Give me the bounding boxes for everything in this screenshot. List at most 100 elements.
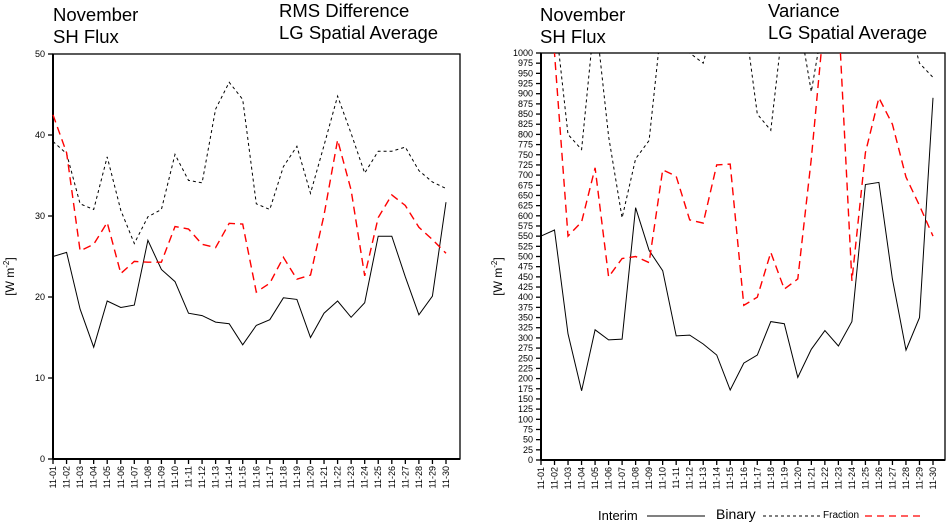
x-tick-label: 11-23 <box>833 467 843 489</box>
left-title-right: RMS Difference LG Spatial Average <box>279 0 438 44</box>
x-tick-label: 11-10 <box>170 466 180 488</box>
x-tick-label: 11-24 <box>360 466 370 488</box>
x-tick-label: 11-08 <box>143 466 153 488</box>
left-subtitle-line-1: RMS Difference <box>279 0 410 21</box>
x-tick-label: 11-24 <box>847 467 857 489</box>
x-tick-label: 11-01 <box>536 467 546 489</box>
x-tick-label: 11-26 <box>874 467 884 489</box>
series-line-binary <box>558 53 934 218</box>
y-tick-label: 0 <box>528 455 533 465</box>
x-tick-label: 11-28 <box>901 467 911 489</box>
x-tick-label: 11-18 <box>766 467 776 489</box>
y-tick-label: 275 <box>518 343 533 353</box>
y-tick-label: 900 <box>518 89 533 99</box>
x-tick-label: 11-19 <box>779 467 789 489</box>
y-tick-label: 250 <box>518 353 533 363</box>
series-group <box>540 53 934 392</box>
x-tick-label: 11-10 <box>658 467 668 489</box>
y-tick-label: 975 <box>518 58 533 68</box>
y-tick-label: 200 <box>518 374 533 384</box>
x-tick-label: 11-06 <box>116 466 126 488</box>
x-tick-label: 11-03 <box>563 467 573 489</box>
x-tick-label: 11-17 <box>265 466 275 488</box>
x-tick-label: 11-04 <box>577 467 587 489</box>
y-tick-label: 875 <box>518 99 533 109</box>
series-line-binary <box>52 81 447 245</box>
x-tick-label: 11-12 <box>685 467 695 489</box>
y-tick-label: 675 <box>518 180 533 190</box>
y-tick-label: 150 <box>518 394 533 404</box>
x-tick-label: 11-20 <box>793 467 803 489</box>
y-tick-label: 20 <box>35 292 45 302</box>
x-tick-label: 11-21 <box>319 466 329 488</box>
x-tick-label: 11-30 <box>928 467 938 489</box>
y-tick-label: 425 <box>518 282 533 292</box>
x-tick-label: 11-25 <box>373 466 383 488</box>
y-tick-label: 75 <box>523 424 533 434</box>
x-tick-label: 11-06 <box>604 467 614 489</box>
x-tick-label: 11-11 <box>184 466 194 488</box>
y-axis-title-main: [W m <box>491 268 505 296</box>
x-tick-label: 11-27 <box>400 466 410 488</box>
x-tick-label: 11-19 <box>292 466 302 488</box>
right-title-left: November SH Flux <box>540 4 625 48</box>
x-tick-label: 11-02 <box>550 467 560 489</box>
right-subtitle-line-2: LG Spatial Average <box>768 22 928 43</box>
x-tick-label: 11-03 <box>75 466 85 488</box>
y-tick-label: 475 <box>518 262 533 272</box>
x-tick-label: 11-25 <box>860 467 870 489</box>
x-tick-label: 11-27 <box>887 467 897 489</box>
y-tick-label: 225 <box>518 363 533 373</box>
x-tick-label: 11-07 <box>617 467 627 489</box>
x-tick-label: 11-05 <box>102 466 112 488</box>
y-tick-label: 1000 <box>513 48 533 58</box>
left-title-left: November SH Flux <box>53 4 138 48</box>
x-tick-label: 11-15 <box>238 466 248 488</box>
y-tick-label: 400 <box>518 292 533 302</box>
legend: Interim <box>598 508 638 523</box>
x-tick-label: 11-15 <box>725 467 735 489</box>
x-tick-label: 11-09 <box>644 467 654 489</box>
y-tick-label: 450 <box>518 272 533 282</box>
y-tick-label: 700 <box>518 170 533 180</box>
x-tick-label: 11-16 <box>251 466 261 488</box>
y-axis-title-exponent: -2 <box>490 260 499 268</box>
y-tick-label: 30 <box>35 211 45 221</box>
y-tick-label: 50 <box>35 49 45 59</box>
series-line-interim <box>540 97 934 392</box>
x-tick-label: 11-05 <box>590 467 600 489</box>
y-tick-label: 50 <box>523 435 533 445</box>
y-tick-label: 925 <box>518 79 533 89</box>
x-tick-label: 11-26 <box>387 466 397 488</box>
x-tick-label: 11-18 <box>278 466 288 488</box>
y-tick-label: 40 <box>35 130 45 140</box>
x-tick-label: 11-13 <box>698 467 708 489</box>
y-tick-label: 725 <box>518 160 533 170</box>
y-tick-label: 550 <box>518 231 533 241</box>
y-axis-title-end: ] <box>3 257 17 260</box>
right-title-line-1: November <box>540 4 626 25</box>
y-axis-title-exponent: -2 <box>2 260 11 268</box>
series-line-fraction <box>553 53 934 307</box>
x-tick-label: 11-22 <box>820 467 830 489</box>
y-tick-label: 175 <box>518 384 533 394</box>
left-title-line-2: SH Flux <box>53 26 119 47</box>
y-axis-title-main: [W m <box>3 268 17 296</box>
left-chart-rms-difference: 0 10 20 30 40 50 11-01 11-02 11-03 11-04 11-05 11-0… <box>2 49 461 488</box>
y-tick-label: 125 <box>518 404 533 414</box>
legend-fraction: Fraction <box>823 510 859 521</box>
x-tick-label: 11-04 <box>89 466 99 488</box>
y-tick-label: 750 <box>518 150 533 160</box>
x-tick-label: 11-20 <box>305 466 315 488</box>
right-subtitle-line-1: Variance <box>768 0 840 21</box>
left-subtitle-line-2: LG Spatial Average <box>279 22 439 43</box>
x-tick-label: 11-13 <box>211 466 221 488</box>
y-axis-title: [W m-2] <box>2 257 17 295</box>
series-line-interim <box>52 202 447 349</box>
x-tick-label: 11-28 <box>414 466 424 488</box>
y-tick-label: 500 <box>518 252 533 262</box>
y-tick-label: 300 <box>518 333 533 343</box>
x-tick-label: 11-14 <box>224 466 234 488</box>
x-tick-label: 11-16 <box>739 467 749 489</box>
legend-item-binary: Binary <box>716 506 756 522</box>
